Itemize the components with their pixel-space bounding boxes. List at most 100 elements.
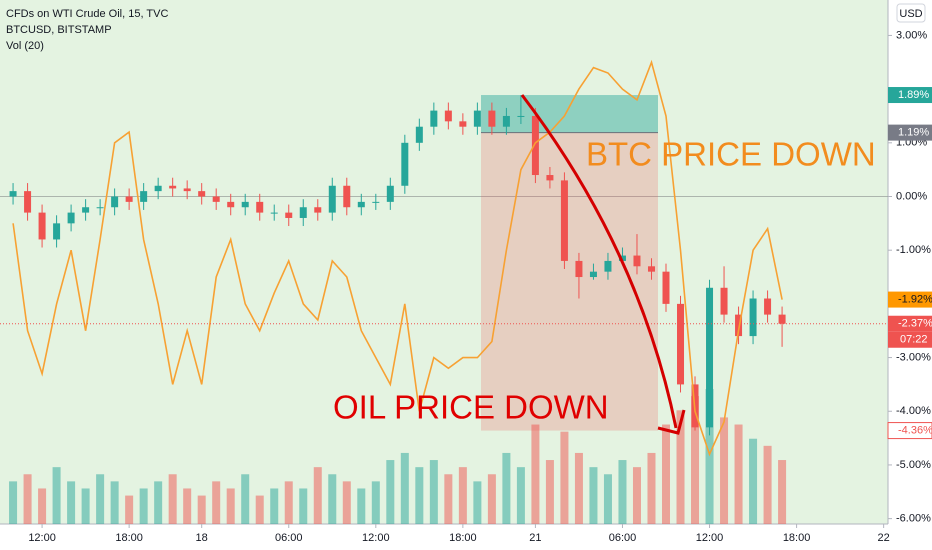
volume-bar (168, 474, 177, 524)
chart-title: CFDs on WTI Crude Oil, 15, TVC (6, 8, 168, 20)
candle-body (531, 115, 539, 176)
candle-body (502, 115, 510, 127)
candle-body (285, 212, 293, 218)
volume-bar (705, 389, 714, 524)
candle-body (589, 271, 597, 278)
volume-bar (255, 495, 264, 524)
volume-bar (574, 452, 583, 524)
candle-body (386, 185, 394, 202)
candle-body (618, 255, 626, 261)
volume-bar (487, 474, 496, 524)
candle-body (662, 271, 670, 304)
volume-bar (23, 474, 32, 524)
volume-bar (139, 488, 148, 524)
candle-body (764, 298, 772, 315)
candle-body (735, 314, 743, 337)
y-tick-label: -3.00% (896, 351, 931, 363)
candle-body (111, 196, 119, 208)
price-badge-label: 1.89% (898, 89, 929, 101)
volume-bar (81, 488, 90, 524)
y-tick-label: -1.00% (896, 244, 931, 256)
x-tick-label: 18:00 (115, 532, 143, 544)
volume-bar (96, 474, 105, 524)
annotation: OIL PRICE DOWN (333, 389, 609, 426)
symbol-label: BTCUSD, BITSTAMP (6, 24, 112, 36)
price-badge-label: -2.37% (898, 318, 932, 330)
candle-body (227, 201, 235, 208)
candle-body (270, 212, 278, 214)
volume-bar (749, 438, 758, 524)
x-tick-label: 12:00 (696, 532, 724, 544)
candle-body (415, 126, 423, 143)
volume-bar (415, 467, 424, 524)
price-badge (888, 124, 932, 141)
x-tick-label: 18 (196, 532, 208, 544)
candle-body (125, 196, 133, 202)
candle-body (314, 207, 322, 213)
volume-bar (284, 481, 293, 524)
volume-bar (67, 481, 76, 524)
annotation: BTC PRICE DOWN (586, 136, 876, 173)
volume-bar (589, 467, 598, 524)
x-tick-label: 21 (529, 532, 541, 544)
candle-body (372, 201, 380, 203)
candle-body (677, 303, 685, 385)
candle-body (198, 191, 206, 197)
time-axis (0, 524, 888, 550)
volume-bar (183, 488, 192, 524)
x-tick-label: 18:00 (783, 532, 811, 544)
price-badge-label: -1.92% (898, 293, 932, 305)
candle-body (183, 188, 191, 192)
y-tick-label: 3.00% (896, 29, 927, 41)
y-tick-label: -6.00% (896, 513, 931, 525)
price-badge (888, 87, 932, 104)
candle-body (444, 110, 452, 122)
candle-body (560, 180, 568, 261)
candle-body (154, 185, 162, 192)
volume-bar (545, 460, 554, 524)
candle-body (546, 175, 554, 181)
volume-bar (125, 495, 134, 524)
volume-bar (691, 396, 700, 524)
currency-button[interactable] (896, 3, 926, 23)
profit-zone (481, 95, 658, 133)
volume-bar (342, 481, 351, 524)
x-tick-label: 12:00 (28, 532, 56, 544)
x-tick-label: 22 (878, 532, 890, 544)
candle-body (357, 201, 365, 208)
candle-body (140, 191, 148, 202)
volume-bar (647, 452, 656, 524)
candle-body (82, 207, 90, 213)
candle-body (430, 110, 438, 127)
volume-bar (676, 410, 685, 524)
volume-bar (357, 488, 366, 524)
y-tick-label: 0.00% (896, 190, 927, 202)
candle-body (459, 121, 467, 127)
candle-body (749, 298, 757, 337)
volume-bar (560, 431, 569, 524)
volume-bar (226, 488, 235, 524)
candle-body (96, 207, 104, 209)
volume-bar (763, 445, 772, 524)
candle-body (343, 185, 351, 208)
candle-body (9, 191, 17, 197)
price-badge (887, 422, 932, 440)
volume-bar (632, 467, 641, 524)
volume-bar (734, 424, 743, 524)
x-tick-label: 12:00 (362, 532, 390, 544)
candle-body (24, 191, 32, 213)
volume-label: Vol (20) (6, 40, 44, 52)
candle-body (241, 201, 249, 208)
volume-bar (313, 467, 322, 524)
candle-body (473, 110, 481, 127)
currency-label[interactable]: USD (899, 8, 922, 20)
y-tick-label: -5.00% (896, 459, 931, 471)
candle-body (212, 196, 220, 202)
x-tick-label: 18:00 (449, 532, 477, 544)
arrow-head (657, 409, 686, 435)
volume-bar (444, 474, 453, 524)
arrow (520, 94, 678, 429)
candle-body (67, 212, 75, 224)
volume-bar (386, 460, 395, 524)
candle-body (706, 287, 714, 428)
